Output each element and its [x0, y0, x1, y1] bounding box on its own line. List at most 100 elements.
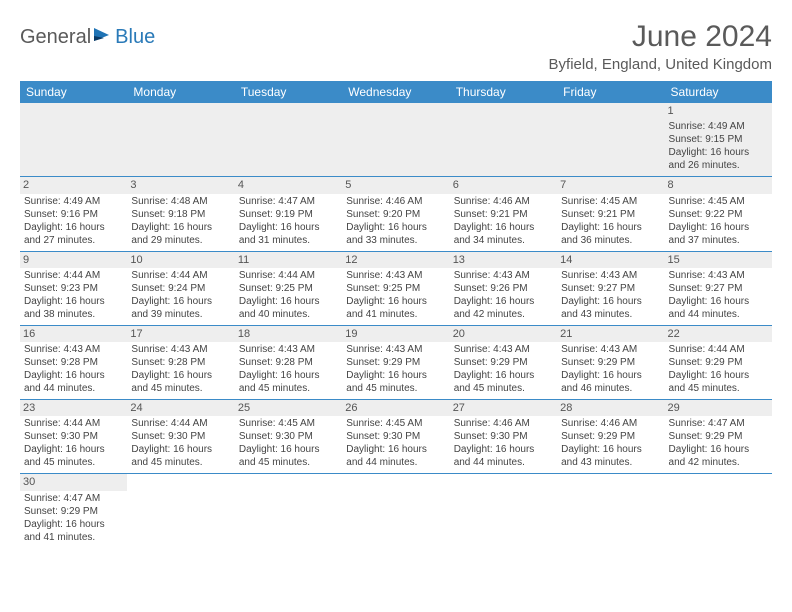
daylight-line: Daylight: 16 hours and 44 minutes.: [346, 443, 445, 469]
daylight-line: Daylight: 16 hours and 36 minutes.: [561, 221, 660, 247]
sunrise-line: Sunrise: 4:43 AM: [346, 269, 445, 282]
logo-text-general: General: [20, 26, 91, 49]
sunrise-line: Sunrise: 4:47 AM: [24, 492, 123, 505]
calendar-cell-empty: [235, 103, 342, 177]
calendar-cell-empty: [235, 474, 342, 548]
flag-icon: [93, 26, 115, 49]
calendar-cell: 14Sunrise: 4:43 AMSunset: 9:27 PMDayligh…: [557, 251, 664, 325]
sunset-line: Sunset: 9:27 PM: [669, 282, 768, 295]
calendar-cell: 2 Sunrise: 4:49 AMSunset: 9:16 PMDaylight…: [20, 177, 127, 251]
sunset-line: Sunset: 9:18 PM: [131, 208, 230, 221]
daylight-line: Daylight: 16 hours and 45 minutes.: [131, 443, 230, 469]
sunrise-line: Sunrise: 4:49 AM: [24, 195, 123, 208]
day-number: 6: [450, 177, 557, 193]
sunset-line: Sunset: 9:27 PM: [561, 282, 660, 295]
daylight-line: Daylight: 16 hours and 43 minutes.: [561, 295, 660, 321]
sunrise-line: Sunrise: 4:45 AM: [561, 195, 660, 208]
daylight-line: Daylight: 16 hours and 29 minutes.: [131, 221, 230, 247]
sunset-line: Sunset: 9:25 PM: [346, 282, 445, 295]
sunset-line: Sunset: 9:28 PM: [24, 356, 123, 369]
daylight-line: Daylight: 16 hours and 39 minutes.: [131, 295, 230, 321]
daylight-line: Daylight: 16 hours and 42 minutes.: [454, 295, 553, 321]
sunset-line: Sunset: 9:28 PM: [131, 356, 230, 369]
page-header: General Blue June 2024 Byfield, England,…: [20, 18, 772, 73]
sunset-line: Sunset: 9:23 PM: [24, 282, 123, 295]
sunrise-line: Sunrise: 4:45 AM: [669, 195, 768, 208]
sunset-line: Sunset: 9:21 PM: [454, 208, 553, 221]
sunrise-line: Sunrise: 4:44 AM: [669, 343, 768, 356]
day-number: 13: [450, 252, 557, 268]
day-number: 16: [20, 326, 127, 342]
sunrise-line: Sunrise: 4:43 AM: [346, 343, 445, 356]
day-number: 9: [20, 252, 127, 268]
day-number: 19: [342, 326, 449, 342]
daylight-line: Daylight: 16 hours and 45 minutes.: [454, 369, 553, 395]
weekday-header: Wednesday: [342, 81, 449, 103]
calendar-cell: 21Sunrise: 4:43 AMSunset: 9:29 PMDayligh…: [557, 325, 664, 399]
calendar-row: 1Sunrise: 4:49 AMSunset: 9:15 PMDaylight…: [20, 103, 772, 177]
calendar-cell: 24Sunrise: 4:44 AMSunset: 9:30 PMDayligh…: [127, 400, 234, 474]
day-number: 28: [557, 400, 664, 416]
sunset-line: Sunset: 9:29 PM: [561, 430, 660, 443]
sunrise-line: Sunrise: 4:43 AM: [131, 343, 230, 356]
calendar-cell: 26Sunrise: 4:45 AMSunset: 9:30 PMDayligh…: [342, 400, 449, 474]
day-number: 18: [235, 326, 342, 342]
weekday-header: Saturday: [665, 81, 772, 103]
calendar-cell: 12Sunrise: 4:43 AMSunset: 9:25 PMDayligh…: [342, 251, 449, 325]
calendar-cell-empty: [557, 103, 664, 177]
daylight-line: Daylight: 16 hours and 45 minutes.: [669, 369, 768, 395]
daylight-line: Daylight: 16 hours and 45 minutes.: [239, 443, 338, 469]
calendar-cell-empty: [450, 474, 557, 548]
sunset-line: Sunset: 9:16 PM: [24, 208, 123, 221]
sunset-line: Sunset: 9:29 PM: [561, 356, 660, 369]
day-number: 2: [20, 177, 127, 193]
sunset-line: Sunset: 9:21 PM: [561, 208, 660, 221]
day-number: 10: [127, 252, 234, 268]
calendar-body: 1Sunrise: 4:49 AMSunset: 9:15 PMDaylight…: [20, 103, 772, 548]
day-number: 17: [127, 326, 234, 342]
calendar-cell: 6 Sunrise: 4:46 AMSunset: 9:21 PMDaylight…: [450, 177, 557, 251]
logo-text-blue: Blue: [115, 26, 155, 49]
calendar-cell: 5Sunrise: 4:46 AMSunset: 9:20 PMDaylight…: [342, 177, 449, 251]
page-subtitle: Byfield, England, United Kingdom: [549, 56, 772, 73]
daylight-line: Daylight: 16 hours and 26 minutes.: [669, 146, 768, 172]
daylight-line: Daylight: 16 hours and 44 minutes.: [24, 369, 123, 395]
calendar-row: 16Sunrise: 4:43 AMSunset: 9:28 PMDayligh…: [20, 325, 772, 399]
day-number: 24: [127, 400, 234, 416]
daylight-line: Daylight: 16 hours and 37 minutes.: [669, 221, 768, 247]
calendar-cell: 15Sunrise: 4:43 AMSunset: 9:27 PMDayligh…: [665, 251, 772, 325]
calendar-cell: 25Sunrise: 4:45 AMSunset: 9:30 PMDayligh…: [235, 400, 342, 474]
calendar-cell: 11Sunrise: 4:44 AMSunset: 9:25 PMDayligh…: [235, 251, 342, 325]
sunrise-line: Sunrise: 4:48 AM: [131, 195, 230, 208]
day-number: 5: [342, 177, 449, 193]
calendar-cell-empty: [127, 474, 234, 548]
calendar-cell: 19Sunrise: 4:43 AMSunset: 9:29 PMDayligh…: [342, 325, 449, 399]
sunset-line: Sunset: 9:30 PM: [346, 430, 445, 443]
sunset-line: Sunset: 9:24 PM: [131, 282, 230, 295]
sunrise-line: Sunrise: 4:46 AM: [454, 417, 553, 430]
day-number: 27: [450, 400, 557, 416]
day-number: 30: [20, 474, 127, 490]
calendar-cell: 18Sunrise: 4:43 AMSunset: 9:28 PMDayligh…: [235, 325, 342, 399]
calendar-cell: 22Sunrise: 4:44 AMSunset: 9:29 PMDayligh…: [665, 325, 772, 399]
daylight-line: Daylight: 16 hours and 34 minutes.: [454, 221, 553, 247]
calendar-cell: 27Sunrise: 4:46 AMSunset: 9:30 PMDayligh…: [450, 400, 557, 474]
sunrise-line: Sunrise: 4:43 AM: [454, 343, 553, 356]
sunset-line: Sunset: 9:30 PM: [239, 430, 338, 443]
sunrise-line: Sunrise: 4:47 AM: [239, 195, 338, 208]
weekday-header-row: SundayMondayTuesdayWednesdayThursdayFrid…: [20, 81, 772, 103]
calendar-cell-empty: [342, 474, 449, 548]
daylight-line: Daylight: 16 hours and 27 minutes.: [24, 221, 123, 247]
day-number: 1: [665, 103, 772, 119]
daylight-line: Daylight: 16 hours and 31 minutes.: [239, 221, 338, 247]
sunrise-line: Sunrise: 4:46 AM: [454, 195, 553, 208]
calendar-cell-empty: [20, 103, 127, 177]
sunset-line: Sunset: 9:15 PM: [669, 133, 768, 146]
calendar-cell: 17Sunrise: 4:43 AMSunset: 9:28 PMDayligh…: [127, 325, 234, 399]
sunset-line: Sunset: 9:19 PM: [239, 208, 338, 221]
calendar-cell: 8Sunrise: 4:45 AMSunset: 9:22 PMDaylight…: [665, 177, 772, 251]
calendar-row: 23Sunrise: 4:44 AMSunset: 9:30 PMDayligh…: [20, 400, 772, 474]
sunrise-line: Sunrise: 4:47 AM: [669, 417, 768, 430]
calendar-cell: 29Sunrise: 4:47 AMSunset: 9:29 PMDayligh…: [665, 400, 772, 474]
sunrise-line: Sunrise: 4:44 AM: [131, 269, 230, 282]
